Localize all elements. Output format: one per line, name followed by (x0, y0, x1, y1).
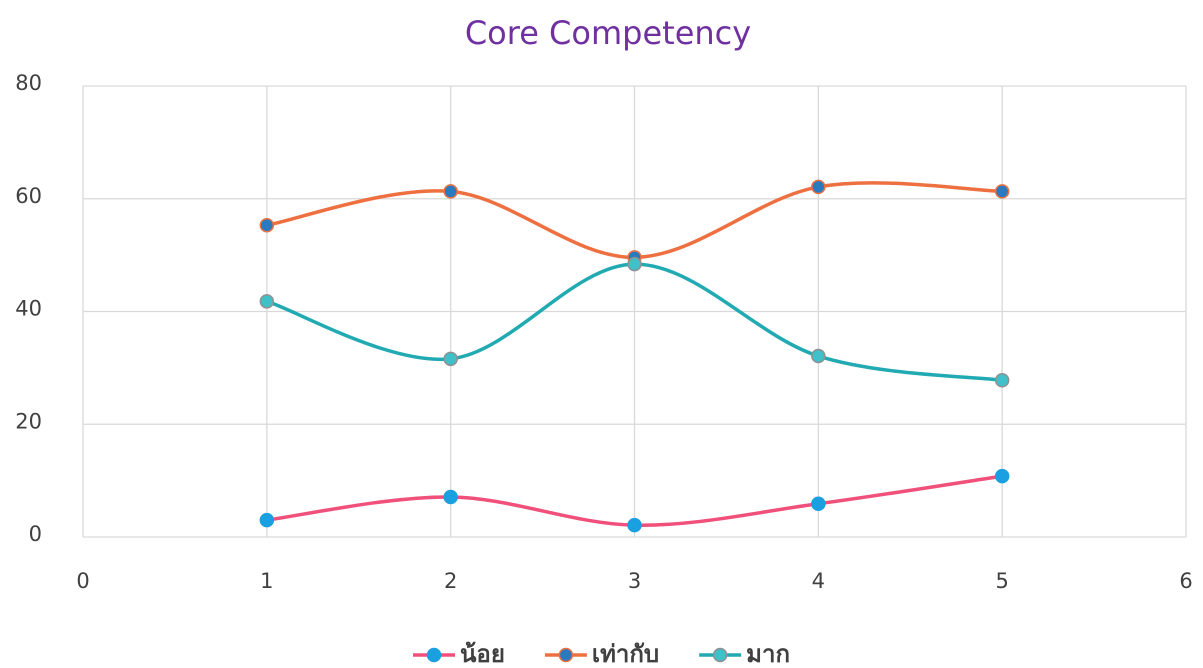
legend-label: น้อย (460, 640, 505, 668)
x-tick-label: 2 (444, 569, 457, 593)
chart-title: Core Competency (465, 14, 751, 52)
x-tick-label: 4 (812, 569, 825, 593)
y-tick-label: 40 (15, 297, 42, 321)
data-point (811, 179, 826, 195)
data-point (627, 517, 642, 533)
legend-item: มาก (699, 640, 790, 668)
y-tick-label: 60 (15, 184, 42, 208)
legend-marker (426, 647, 442, 663)
x-tick-label: 1 (260, 569, 273, 593)
data-point (443, 351, 458, 367)
data-point (994, 468, 1010, 484)
legend-marker (558, 647, 574, 663)
x-tick-label: 3 (628, 569, 641, 593)
y-tick-label: 0 (29, 522, 42, 546)
legend-label: มาก (746, 640, 790, 668)
y-tick-label: 80 (15, 71, 42, 95)
x-tick-label: 0 (76, 569, 89, 593)
y-tick-label: 20 (15, 409, 42, 433)
x-tick-label: 6 (1179, 569, 1192, 593)
data-point (994, 373, 1010, 388)
legend-marker (712, 647, 728, 663)
data-point (259, 294, 275, 309)
data-point (443, 489, 458, 505)
data-point (627, 256, 642, 272)
data-point (811, 348, 826, 364)
legend: น้อย เท่ากับ มาก (413, 640, 790, 668)
legend-label: เท่ากับ (592, 640, 659, 668)
legend-item: เท่ากับ (544, 640, 659, 668)
data-point (443, 184, 458, 199)
data-point (259, 217, 275, 233)
data-point (259, 512, 275, 528)
data-point (994, 184, 1010, 199)
x-tick-label: 5 (995, 569, 1008, 593)
legend-item: น้อย (413, 640, 505, 668)
data-point (811, 496, 826, 511)
